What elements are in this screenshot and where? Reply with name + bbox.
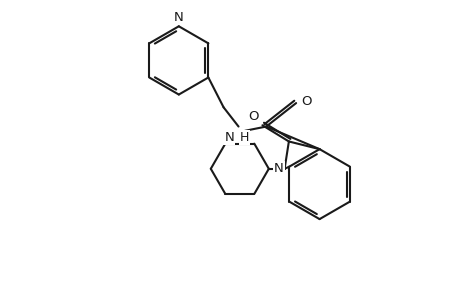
Text: O: O bbox=[248, 110, 258, 123]
Text: N: N bbox=[274, 162, 283, 175]
Text: N: N bbox=[224, 131, 234, 144]
Text: H: H bbox=[239, 131, 249, 144]
Text: N: N bbox=[174, 11, 183, 24]
Text: O: O bbox=[301, 95, 311, 108]
